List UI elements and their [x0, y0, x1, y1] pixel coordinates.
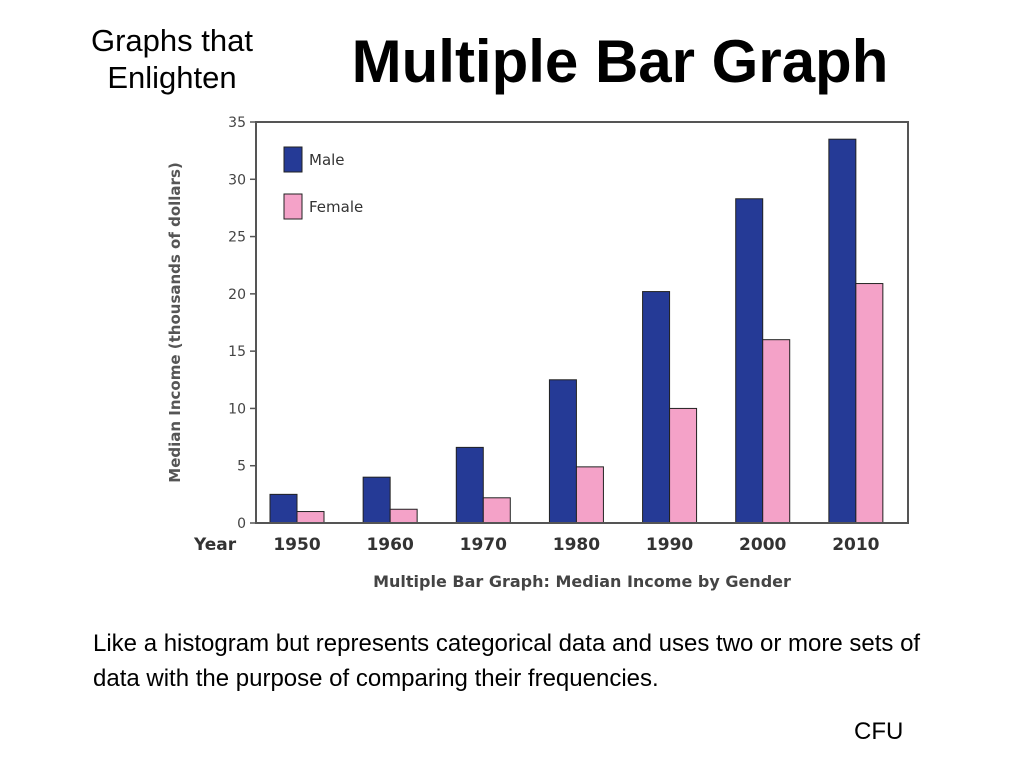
x-axis-label: Year	[193, 535, 237, 555]
description-text: Like a histogram but represents categori…	[93, 630, 921, 692]
x-tick-label: 1950	[273, 535, 320, 555]
y-tick-label: 35	[228, 115, 246, 131]
y-tick-label: 5	[237, 459, 246, 475]
bars	[269, 138, 884, 524]
x-axis: 1950 1960 1970 1980 1990 2000 2010	[273, 535, 879, 555]
male-legend-label: Male	[309, 151, 345, 169]
y-axis: 0 5 10 15 20 25 30 35	[228, 115, 256, 532]
y-tick-label: 25	[228, 230, 246, 246]
y-tick-label: 15	[228, 344, 246, 360]
female-bar	[855, 283, 884, 524]
female-bar	[296, 511, 325, 524]
section-heading: Graphs that Enlighten	[52, 22, 292, 96]
male-bar	[269, 493, 298, 524]
x-tick-label: 2010	[832, 535, 879, 555]
legend: Male Female	[283, 146, 363, 220]
y-tick-label: 30	[228, 172, 246, 188]
bar-chart: 0 5 10 15 20 25 30 35 1950 1960 1970 1980 1990 2000 2…	[166, 115, 909, 591]
male-bar	[735, 198, 764, 524]
female-bar	[575, 466, 604, 524]
x-tick-label: 1970	[460, 535, 507, 555]
y-tick-label: 20	[228, 287, 246, 303]
y-tick-label: 10	[228, 401, 246, 417]
male-bar	[455, 446, 484, 524]
plot-frame	[255, 121, 909, 524]
female-bar	[389, 508, 418, 524]
male-bar	[548, 379, 577, 524]
female-legend-label: Female	[309, 198, 363, 216]
male-legend-swatch	[283, 146, 303, 173]
chart-container: 0 5 10 15 20 25 30 35 1950 1960 1970 1980 1990 2000 2…	[160, 112, 930, 607]
female-bar	[482, 497, 511, 524]
y-tick-label: 0	[237, 516, 246, 532]
female-bar	[762, 339, 791, 524]
section-heading-line1: Graphs that	[91, 23, 253, 58]
x-tick-label: 1960	[366, 535, 413, 555]
chart-title: Multiple Bar Graph: Median Income by Gen…	[373, 572, 791, 591]
section-heading-line2: Enlighten	[107, 60, 237, 95]
male-bar	[362, 476, 391, 524]
female-bar	[669, 407, 698, 524]
male-bar	[642, 291, 671, 524]
male-bar	[828, 138, 857, 524]
slide-title: Multiple Bar Graph	[351, 28, 889, 95]
y-axis-label: Median Income (thousands of dollars)	[166, 162, 184, 482]
female-legend-swatch	[283, 193, 303, 220]
cfu-label: CFU	[854, 718, 904, 745]
x-tick-label: 1990	[646, 535, 693, 555]
x-tick-label: 2000	[739, 535, 786, 555]
x-tick-label: 1980	[553, 535, 600, 555]
